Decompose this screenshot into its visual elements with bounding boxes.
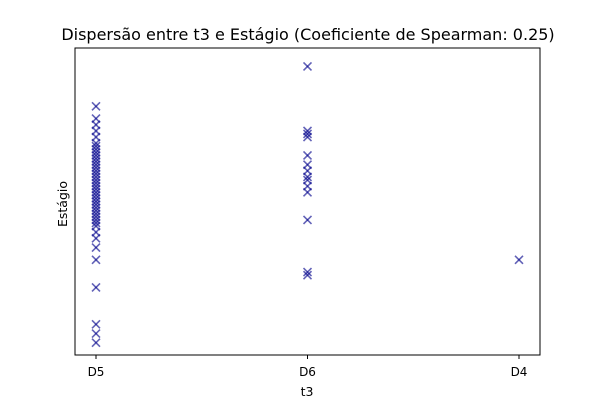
scatter-point bbox=[91, 233, 101, 243]
data-points bbox=[91, 61, 524, 348]
scatter-point bbox=[91, 282, 101, 293]
scatter-point bbox=[302, 215, 313, 225]
x-tick-label: D6 bbox=[299, 365, 316, 379]
scatter-point bbox=[302, 129, 313, 139]
scatter-point bbox=[302, 132, 313, 142]
scatter-point bbox=[302, 61, 313, 71]
chart-title: Dispersão entre t3 e Estágio (Coeficient… bbox=[61, 25, 554, 44]
scatter-point bbox=[302, 150, 313, 161]
scatter-point bbox=[302, 187, 313, 197]
scatter-point bbox=[91, 328, 101, 339]
scatter-point bbox=[302, 172, 313, 182]
scatter-point bbox=[91, 218, 101, 228]
scatter-point bbox=[91, 255, 101, 265]
scatter-point bbox=[302, 270, 313, 280]
x-tick-label: D4 bbox=[511, 365, 528, 379]
scatter-point bbox=[91, 338, 101, 348]
scatter-point bbox=[514, 255, 524, 265]
x-tick-label: D5 bbox=[88, 365, 105, 379]
scatter-point bbox=[302, 267, 313, 277]
scatter-point bbox=[91, 242, 101, 253]
scatter-point bbox=[91, 101, 101, 111]
plot-area-frame bbox=[74, 47, 541, 356]
x-axis-label: t3 bbox=[301, 384, 314, 399]
y-axis-label: Estágio bbox=[55, 181, 70, 227]
scatter-point bbox=[91, 319, 101, 329]
x-axis: D5 D6 D4 bbox=[88, 355, 528, 379]
